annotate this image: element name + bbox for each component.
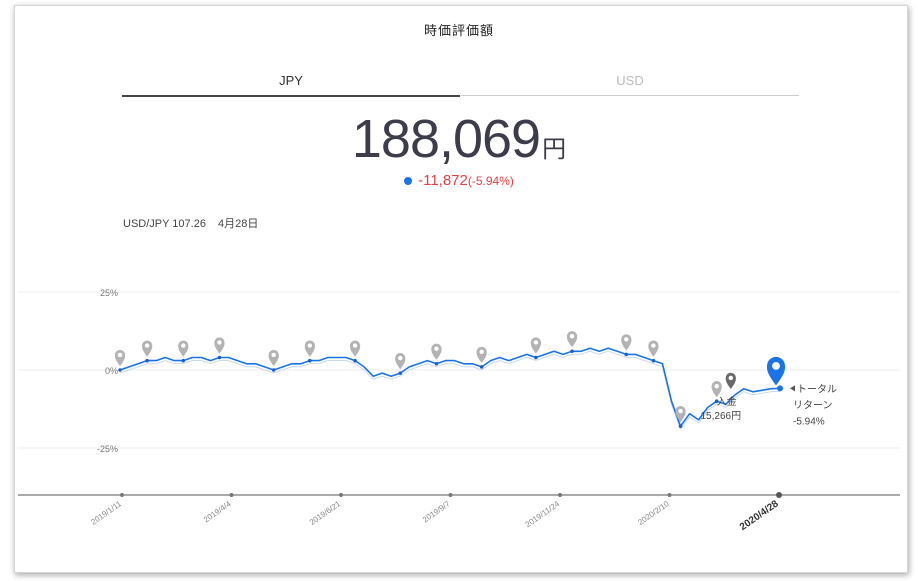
valuation-change: -11,872(-5.94%) <box>0 172 918 189</box>
fx-rate: USD/JPY 107.26 4月28日 <box>123 215 258 231</box>
change-percent: (-5.94%) <box>467 174 514 188</box>
currency-tabs: JPY USD <box>122 70 799 97</box>
event-pin-icon[interactable] <box>304 340 315 357</box>
data-point <box>271 368 276 372</box>
y-tick-label: 25% <box>100 288 118 298</box>
data-point <box>217 355 222 360</box>
event-pin-icon[interactable] <box>114 349 126 366</box>
data-point <box>308 358 312 363</box>
x-tick-dot <box>776 492 782 498</box>
data-point <box>624 352 629 357</box>
data-point <box>570 349 574 354</box>
event-pin-icon[interactable] <box>178 340 189 357</box>
event-pin-icon[interactable] <box>675 406 686 423</box>
page-title: 時価評価額 <box>423 23 494 38</box>
series-line <box>119 347 781 427</box>
series-dot-icon <box>404 177 413 186</box>
data-point <box>714 399 719 404</box>
valuation-amount: 188,069円 <box>0 108 918 170</box>
x-tick-label: 2019/1/11 <box>89 499 123 527</box>
end-point <box>777 385 783 392</box>
valuation-unit: 円 <box>542 136 567 163</box>
data-point <box>651 358 656 363</box>
data-point <box>118 368 122 372</box>
deposit-pin-icon[interactable] <box>725 372 736 389</box>
end-label-line: リターン <box>793 399 833 411</box>
x-tick-label: 2019/6/21 <box>308 499 343 527</box>
y-tick-label: -25% <box>97 444 118 454</box>
event-pin-icon[interactable] <box>268 349 279 366</box>
event-pin-icon[interactable] <box>566 331 578 348</box>
x-tick-dot <box>339 493 343 497</box>
x-tick-dot <box>448 493 453 497</box>
current-position-pin-icon[interactable] <box>767 356 785 386</box>
fx-date: 4月28日 <box>217 218 259 230</box>
x-tick-label: 2019/11/24 <box>524 499 562 529</box>
tab-jpy[interactable]: JPY <box>122 70 460 97</box>
x-tick-dot <box>667 493 672 497</box>
x-tick-dot <box>558 493 562 497</box>
caret-left-icon <box>790 385 795 392</box>
data-point <box>434 361 439 366</box>
fx-pair: USD/JPY 107.26 <box>123 218 206 230</box>
data-point <box>534 355 538 360</box>
data-point <box>353 358 357 363</box>
x-tick-dot <box>229 493 234 497</box>
event-pin-icon[interactable] <box>142 340 153 357</box>
change-amount: -11,872 <box>418 172 468 189</box>
end-label-line: -5.94% <box>793 416 825 427</box>
x-tick-label: 2019/9/7 <box>421 499 452 525</box>
data-point <box>678 424 683 428</box>
data-point <box>145 358 149 363</box>
x-tick-label: 2019/4/4 <box>202 499 233 525</box>
event-pin-icon[interactable] <box>621 334 632 351</box>
deposit-label: 入金 <box>717 395 737 408</box>
event-pin-icon[interactable] <box>530 337 541 354</box>
x-tick-dot <box>120 493 124 497</box>
valuation-number: 188,069 <box>351 109 541 169</box>
data-point <box>479 365 484 369</box>
event-pin-icon[interactable] <box>648 340 659 357</box>
valuation-card <box>14 5 908 573</box>
deposit-amount: 15,266円 <box>700 411 741 422</box>
tab-usd[interactable]: USD <box>461 70 799 96</box>
event-pin-icon[interactable] <box>214 337 225 354</box>
x-tick-label: 2020/2/10 <box>636 499 671 527</box>
y-tick-label: 0% <box>105 366 118 376</box>
event-pin-icon[interactable] <box>349 340 361 357</box>
end-label-line: トータル <box>797 383 837 395</box>
event-pin-icon[interactable] <box>711 381 722 398</box>
event-pin-icon[interactable] <box>395 352 406 370</box>
x-tick-label: 2020/4/28 <box>738 498 781 533</box>
data-point <box>398 371 403 375</box>
data-point <box>181 358 186 363</box>
event-pin-icon[interactable] <box>476 346 487 363</box>
event-pin-icon[interactable] <box>431 343 442 360</box>
